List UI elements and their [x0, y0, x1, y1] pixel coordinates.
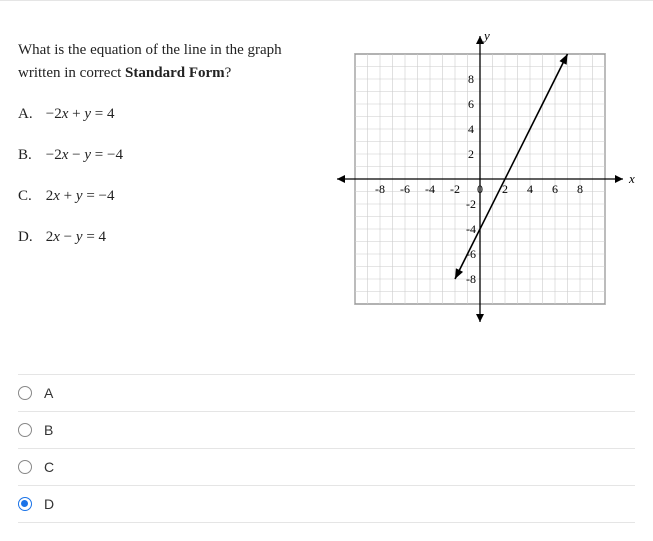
choice-equation: 2x + y = −4	[46, 188, 115, 204]
question-line2-bold: Standard Form	[125, 65, 225, 81]
question-line2-pre: written in correct	[18, 65, 125, 81]
question-block: What is the equation of the line in the …	[18, 11, 635, 334]
answer-option-c[interactable]: C	[18, 449, 635, 486]
answer-label: A	[44, 385, 53, 401]
coordinate-graph: -8-6-4-2024682468-2-4-6-8xy	[325, 29, 635, 329]
answer-label: C	[44, 459, 54, 475]
radio-icon	[18, 497, 32, 511]
choice-d: D. 2x − y = 4	[18, 229, 313, 246]
answer-option-a[interactable]: A	[18, 374, 635, 412]
choice-label: D.	[18, 229, 42, 246]
choice-label: A.	[18, 106, 42, 123]
choice-equation: −2x − y = −4	[46, 147, 123, 163]
svg-text:8: 8	[468, 72, 474, 86]
svg-text:6: 6	[552, 182, 558, 196]
svg-text:-6: -6	[400, 182, 410, 196]
svg-text:-2: -2	[450, 182, 460, 196]
answer-label: B	[44, 422, 53, 438]
svg-text:0: 0	[477, 182, 483, 196]
svg-text:-2: -2	[466, 197, 476, 211]
svg-text:-8: -8	[466, 272, 476, 286]
question-line2-post: ?	[225, 65, 232, 81]
svg-text:-4: -4	[466, 222, 476, 236]
choice-b: B. −2x − y = −4	[18, 147, 313, 164]
question-line1: What is the equation of the line in the …	[18, 42, 282, 58]
answer-option-b[interactable]: B	[18, 412, 635, 449]
svg-text:y: y	[482, 29, 490, 43]
choice-label: C.	[18, 188, 42, 205]
svg-text:-8: -8	[375, 182, 385, 196]
svg-text:8: 8	[577, 182, 583, 196]
radio-icon	[18, 460, 32, 474]
text-column: What is the equation of the line in the …	[18, 11, 313, 334]
answer-options: A B C D	[18, 374, 635, 523]
svg-text:-4: -4	[425, 182, 435, 196]
choice-a: A. −2x + y = 4	[18, 106, 313, 123]
choice-equation: 2x − y = 4	[46, 229, 106, 245]
choice-c: C. 2x + y = −4	[18, 188, 313, 205]
radio-icon	[18, 423, 32, 437]
radio-icon	[18, 386, 32, 400]
choice-label: B.	[18, 147, 42, 164]
svg-text:4: 4	[468, 122, 474, 136]
choice-equation: −2x + y = 4	[46, 106, 115, 122]
graph-column: -8-6-4-2024682468-2-4-6-8xy	[325, 11, 635, 334]
answer-option-d[interactable]: D	[18, 486, 635, 523]
svg-text:6: 6	[468, 97, 474, 111]
svg-text:x: x	[628, 171, 635, 186]
answer-label: D	[44, 496, 54, 512]
svg-text:4: 4	[527, 182, 533, 196]
question-text: What is the equation of the line in the …	[18, 39, 313, 84]
svg-text:2: 2	[468, 147, 474, 161]
